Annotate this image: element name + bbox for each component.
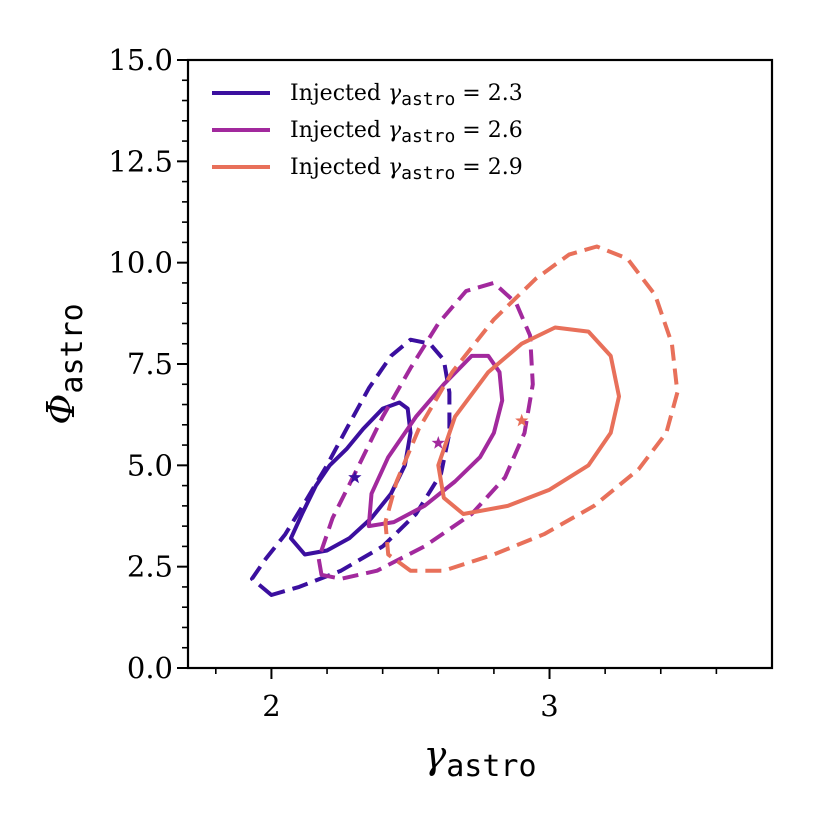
legend-label-1: Injected γastro = 2.3 bbox=[290, 81, 523, 110]
axes-frame bbox=[186, 58, 774, 670]
y-tick-label: 5.0 bbox=[127, 448, 173, 482]
contour-inner-1 bbox=[288, 400, 413, 557]
contour-outer-1 bbox=[250, 337, 452, 597]
y-tick-label: 7.5 bbox=[127, 347, 173, 381]
y-tick-label: 0.0 bbox=[127, 651, 173, 685]
legend: Injected γastro = 2.3 Injected γastro = 2… bbox=[212, 81, 523, 184]
plot-area-frame bbox=[186, 58, 774, 670]
legend-label-2: Injected γastro = 2.6 bbox=[290, 118, 523, 147]
x-axis-label: γastro bbox=[423, 733, 536, 784]
y-axis-label: Φastro bbox=[39, 303, 90, 424]
injected-marker-2 bbox=[431, 436, 445, 449]
axis-labels: γastro Φastro bbox=[39, 303, 537, 784]
contour-outer-3 bbox=[383, 244, 680, 573]
x-tick-label: 2 bbox=[262, 689, 280, 723]
y-tick-label: 10.0 bbox=[108, 246, 173, 280]
tick-layer: 2 3 0.0 2.5 5.0 7.5 10.0 12.5 15.0 bbox=[108, 43, 718, 723]
injected-marker-3 bbox=[515, 413, 529, 427]
injected-marker-1 bbox=[348, 470, 362, 484]
y-tick-label: 2.5 bbox=[127, 550, 173, 584]
contour-layer bbox=[250, 244, 680, 597]
contour-inner-2 bbox=[366, 353, 505, 529]
y-tick-label: 15.0 bbox=[108, 43, 173, 77]
legend-label-3: Injected γastro = 2.9 bbox=[290, 155, 523, 184]
x-tick-label: 3 bbox=[540, 689, 558, 723]
y-tick-label: 12.5 bbox=[108, 144, 173, 178]
contour-inner-3 bbox=[436, 325, 621, 516]
injection-markers bbox=[348, 413, 529, 484]
